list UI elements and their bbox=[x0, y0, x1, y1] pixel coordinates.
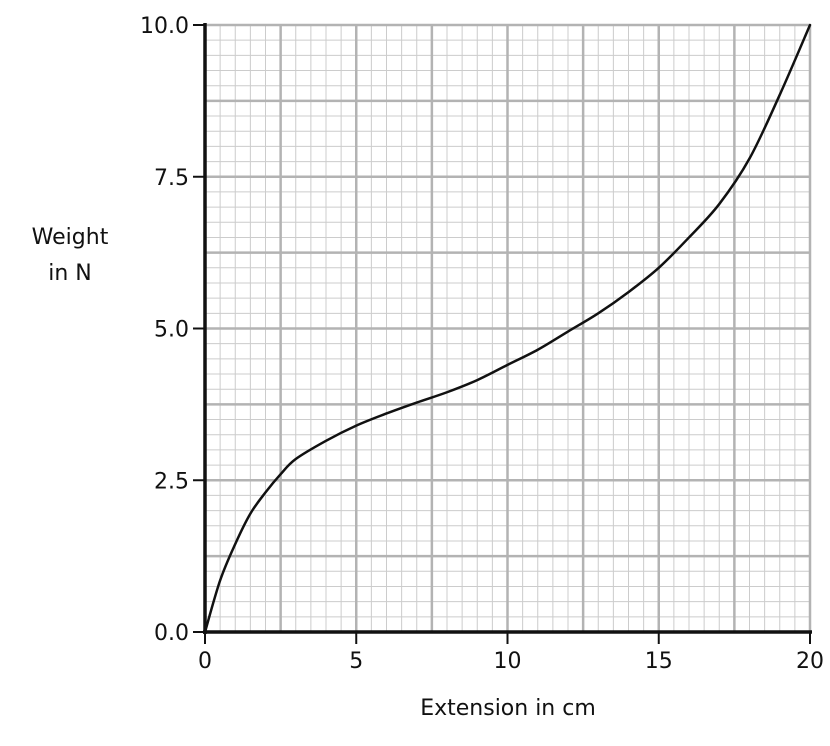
y-ticks: 0.0 2.5 5.0 7.5 10.0 bbox=[140, 14, 205, 646]
y-tick-label: 10.0 bbox=[140, 14, 189, 39]
x-tick-label: 20 bbox=[796, 649, 824, 674]
x-tick-label: 0 bbox=[198, 649, 212, 674]
x-tick-label: 10 bbox=[494, 649, 522, 674]
y-tick-label: 5.0 bbox=[154, 318, 189, 343]
y-axis-label-line-1: Weight bbox=[32, 225, 109, 250]
x-ticks: 0 5 10 15 20 bbox=[198, 632, 824, 674]
weight-extension-curve bbox=[203, 23, 812, 634]
series-layer bbox=[203, 23, 812, 634]
y-tick-label: 2.5 bbox=[154, 469, 189, 494]
y-tick-label: 7.5 bbox=[154, 166, 189, 191]
x-axis-label: Extension in cm bbox=[420, 696, 596, 721]
x-tick-label: 5 bbox=[349, 649, 363, 674]
x-tick-label: 15 bbox=[645, 649, 673, 674]
y-tick-label: 0.0 bbox=[154, 621, 189, 646]
y-axis-label-line-2: in N bbox=[48, 261, 92, 286]
